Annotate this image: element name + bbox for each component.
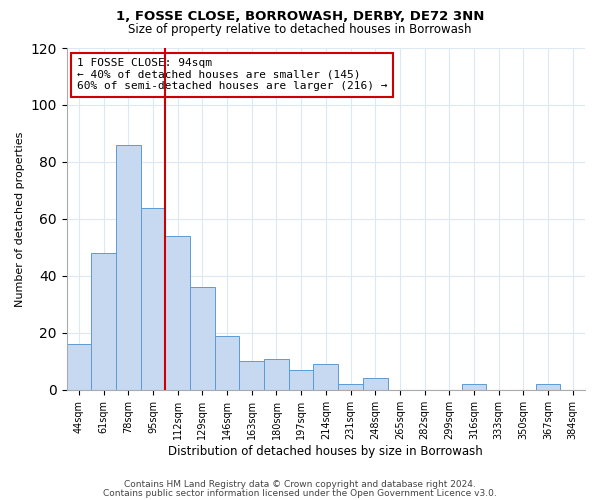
Y-axis label: Number of detached properties: Number of detached properties: [15, 131, 25, 306]
Bar: [264, 358, 289, 390]
Bar: [289, 370, 313, 390]
Text: Size of property relative to detached houses in Borrowash: Size of property relative to detached ho…: [128, 22, 472, 36]
Bar: [67, 344, 91, 390]
Bar: [338, 384, 363, 390]
Text: Contains HM Land Registry data © Crown copyright and database right 2024.: Contains HM Land Registry data © Crown c…: [124, 480, 476, 489]
Text: 1 FOSSE CLOSE: 94sqm
← 40% of detached houses are smaller (145)
60% of semi-deta: 1 FOSSE CLOSE: 94sqm ← 40% of detached h…: [77, 58, 388, 92]
Bar: [141, 208, 166, 390]
Bar: [166, 236, 190, 390]
Bar: [239, 362, 264, 390]
Bar: [215, 336, 239, 390]
X-axis label: Distribution of detached houses by size in Borrowash: Distribution of detached houses by size …: [169, 444, 483, 458]
Bar: [313, 364, 338, 390]
Text: Contains public sector information licensed under the Open Government Licence v3: Contains public sector information licen…: [103, 488, 497, 498]
Bar: [363, 378, 388, 390]
Bar: [461, 384, 486, 390]
Bar: [536, 384, 560, 390]
Bar: [91, 253, 116, 390]
Text: 1, FOSSE CLOSE, BORROWASH, DERBY, DE72 3NN: 1, FOSSE CLOSE, BORROWASH, DERBY, DE72 3…: [116, 10, 484, 23]
Bar: [116, 145, 141, 390]
Bar: [190, 288, 215, 390]
